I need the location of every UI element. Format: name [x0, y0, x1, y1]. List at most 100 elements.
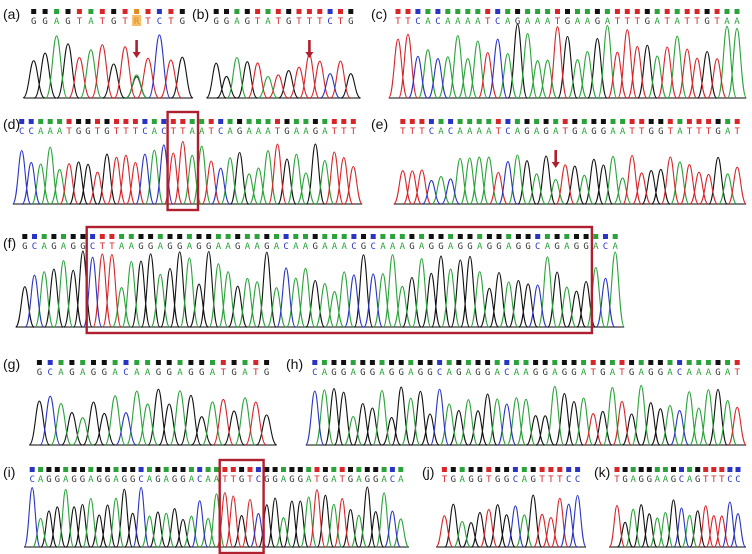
quality-square — [138, 234, 144, 239]
quality-square — [224, 9, 229, 14]
base-call: G — [264, 475, 269, 485]
quality-square — [448, 234, 454, 239]
quality-square — [448, 119, 454, 124]
quality-square — [230, 467, 236, 472]
quality-square — [711, 467, 717, 472]
quality-square — [214, 467, 219, 472]
quality-square — [104, 119, 110, 124]
quality-square — [63, 467, 69, 472]
base-call: G — [389, 368, 394, 378]
quality-square — [296, 9, 302, 14]
quality-square — [513, 360, 519, 365]
base-call: C — [197, 475, 202, 485]
quality-square — [369, 360, 375, 365]
base-call: A — [724, 17, 730, 27]
quality-square — [145, 9, 151, 14]
quality-square — [572, 119, 578, 124]
base-call: C — [495, 17, 500, 27]
quality-square — [155, 360, 161, 365]
base-call: G — [574, 242, 579, 252]
trace-channel-G — [15, 250, 596, 328]
base-call: T — [400, 127, 406, 137]
base-call: T — [253, 368, 259, 378]
trace-channel-A — [453, 514, 534, 548]
base-call: T — [405, 17, 411, 27]
base-call: A — [380, 242, 386, 252]
quality-square — [486, 467, 492, 472]
quality-square — [370, 234, 376, 239]
quality-square — [427, 360, 433, 365]
base-call: C — [32, 242, 37, 252]
base-call: G — [239, 475, 244, 485]
trace-channel-C — [39, 395, 137, 446]
quality-square — [704, 9, 710, 14]
quality-square — [189, 119, 195, 124]
base-call: A — [303, 127, 309, 137]
base-call: T — [410, 127, 416, 137]
base-call: G — [647, 475, 652, 485]
base-call: A — [445, 17, 451, 27]
quality-square — [512, 467, 518, 472]
panel-d-label: (d) — [3, 116, 20, 132]
base-call: A — [630, 475, 636, 485]
base-call: A — [477, 242, 483, 252]
quality-square — [331, 360, 337, 365]
base-call: G — [69, 368, 74, 378]
base-call: G — [331, 368, 336, 378]
quality-square — [196, 234, 202, 239]
base-call: C — [603, 242, 608, 252]
quality-square — [306, 9, 312, 14]
base-call: A — [476, 127, 482, 137]
quality-square — [306, 467, 312, 472]
base-call: C — [312, 368, 317, 378]
quality-square — [465, 360, 471, 365]
panel-g-label: (g) — [3, 356, 20, 372]
base-call: A — [274, 242, 280, 252]
base-call: G — [638, 475, 643, 485]
quality-square — [506, 234, 512, 239]
base-call: A — [553, 127, 559, 137]
quality-square — [275, 9, 281, 14]
quality-square — [111, 9, 117, 14]
panel-h-label: (h) — [286, 356, 303, 372]
quality-square — [417, 360, 423, 365]
quality-square — [705, 360, 711, 365]
quality-square — [156, 9, 162, 14]
quality-square — [694, 9, 700, 14]
base-call: G — [458, 242, 463, 252]
base-call: A — [57, 127, 63, 137]
quality-square — [134, 9, 140, 14]
quality-square — [283, 234, 289, 239]
quality-square — [47, 119, 53, 124]
base-call: G — [167, 242, 172, 252]
base-call: T — [684, 17, 690, 27]
base-call: G — [715, 127, 720, 137]
base-call: G — [55, 475, 60, 485]
base-call: A — [486, 127, 492, 137]
quality-square — [54, 9, 60, 14]
quality-square — [624, 9, 630, 14]
quality-square — [648, 119, 654, 124]
quality-square — [445, 9, 451, 14]
quality-square — [205, 467, 211, 472]
base-call: C — [351, 242, 356, 252]
base-call: A — [620, 127, 626, 137]
quality-square — [70, 234, 76, 239]
quality-square — [130, 467, 136, 472]
base-call: A — [242, 368, 248, 378]
quality-square — [398, 467, 404, 472]
base-call: A — [38, 127, 44, 137]
quality-square — [157, 234, 163, 239]
base-call: A — [245, 242, 251, 252]
base-call: G — [102, 368, 107, 378]
quality-square — [583, 234, 589, 239]
quality-square — [494, 360, 500, 365]
base-call: T — [231, 475, 237, 485]
quality-square — [619, 360, 625, 365]
trace-channel-T — [247, 53, 351, 99]
quality-square — [312, 234, 318, 239]
base-call: C — [437, 368, 442, 378]
base-call: G — [148, 242, 153, 252]
quality-square — [614, 467, 620, 472]
